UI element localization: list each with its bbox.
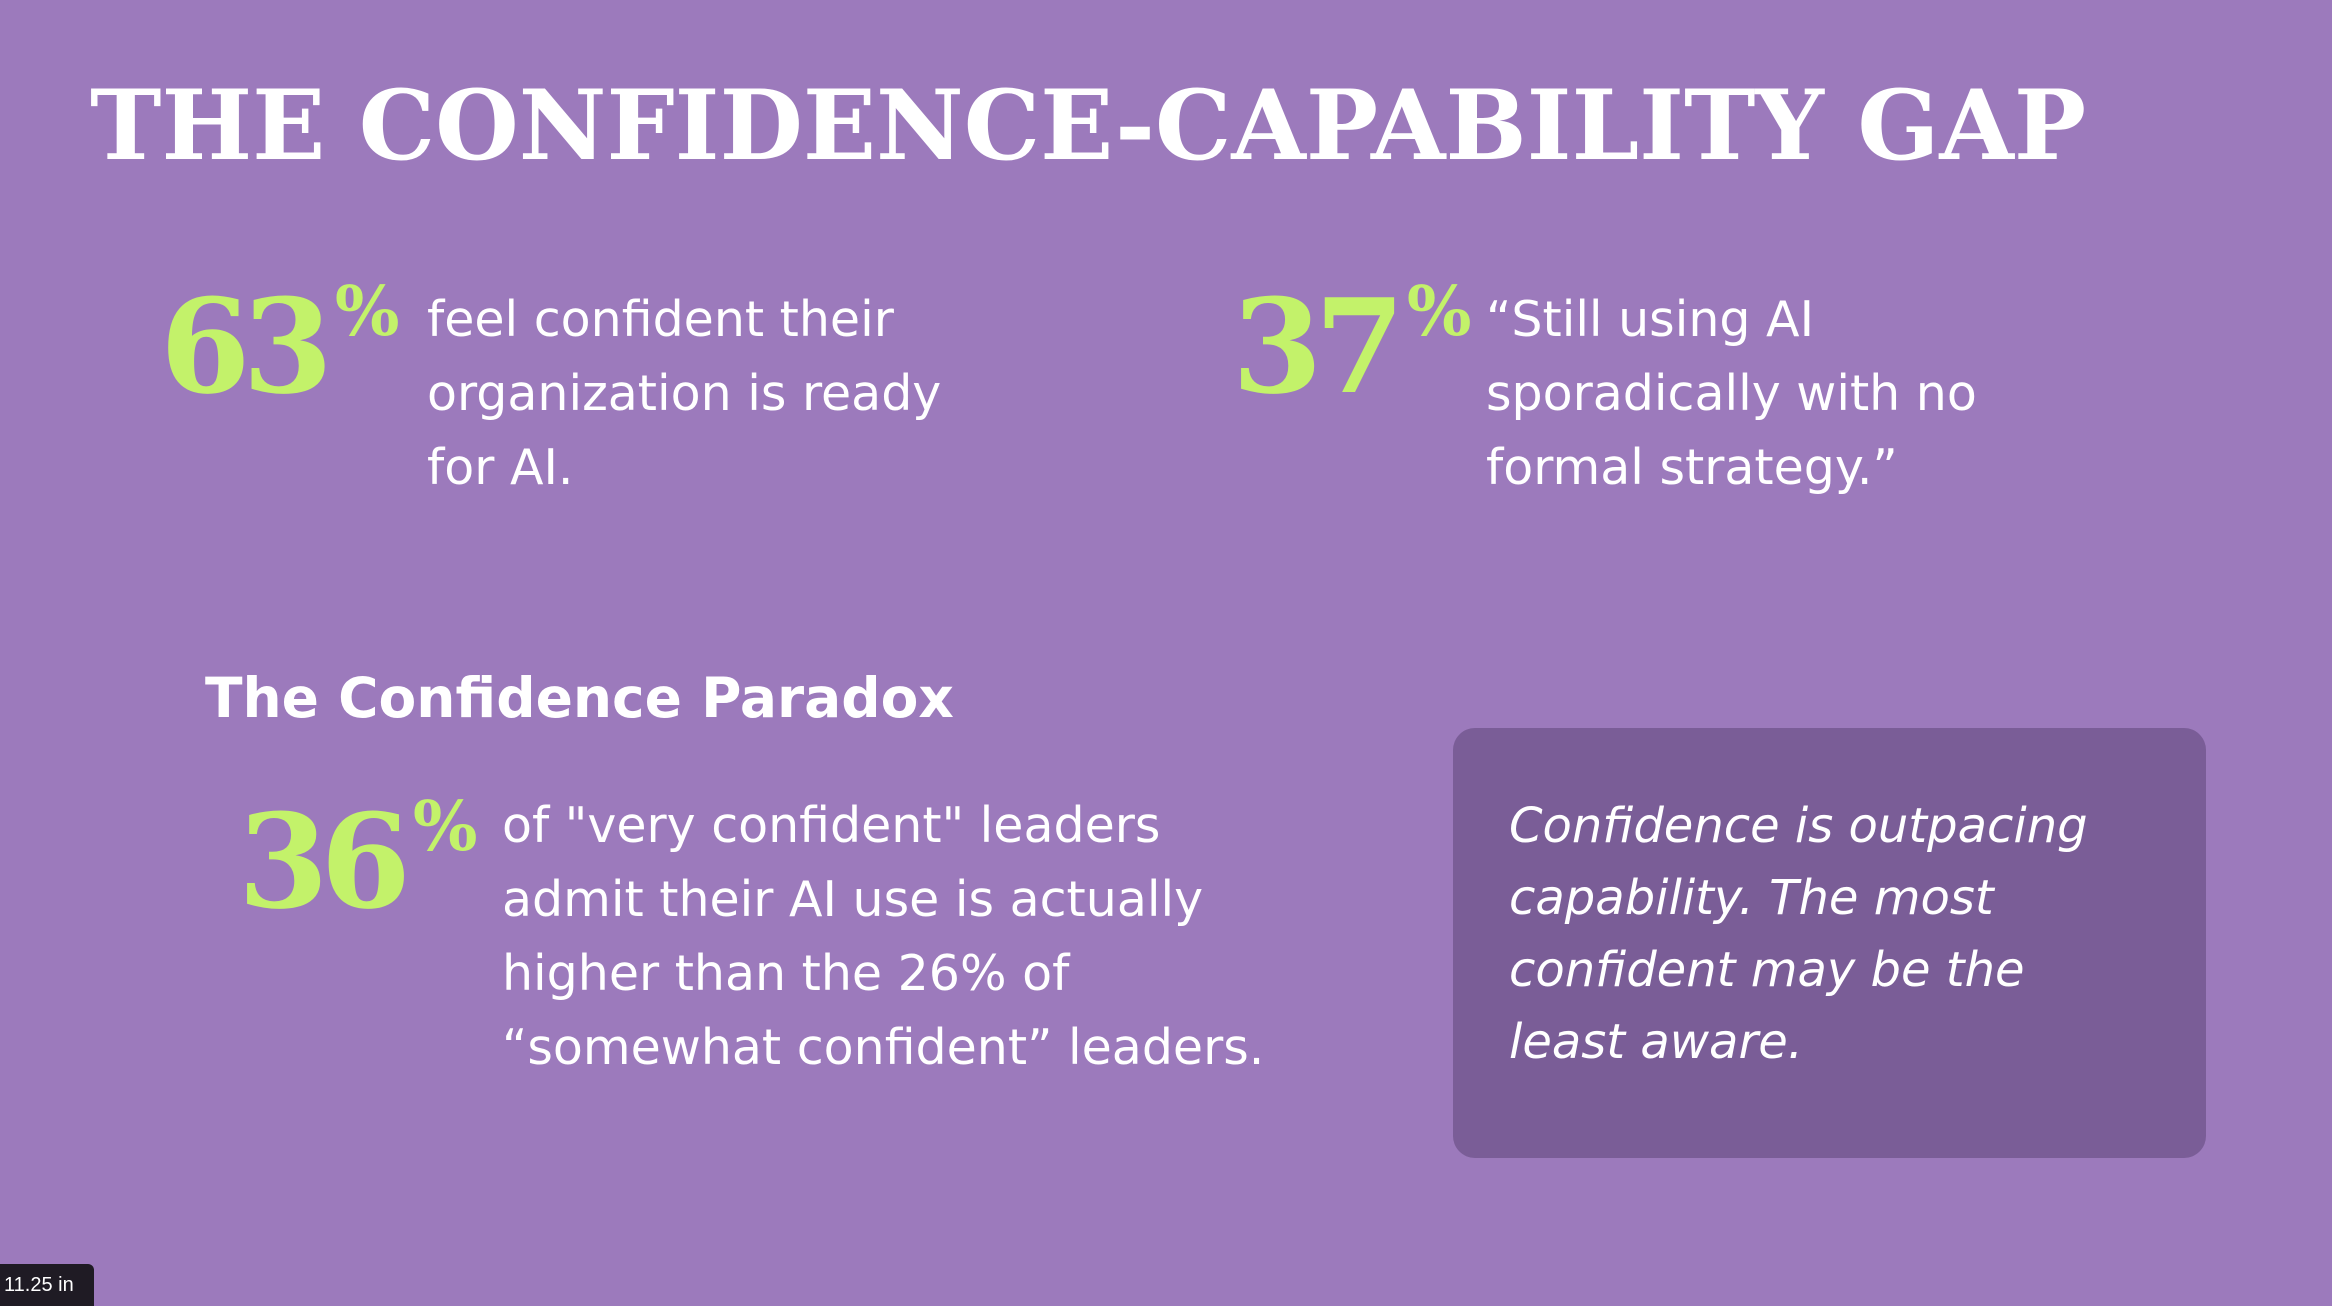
stat-line: formal strategy.”	[1486, 439, 1898, 496]
stat-line: feel confident their	[427, 291, 894, 348]
callout-box[interactable]: Confidence is outpacing capability. The …	[1453, 728, 2206, 1158]
stat-37-text[interactable]: “Still using AI sporadically with no for…	[1486, 283, 1977, 505]
stat-line: higher than the 26% of	[502, 945, 1070, 1002]
callout-text: Confidence is outpacing capability. The …	[1509, 790, 2088, 1078]
section-heading[interactable]: The Confidence Paradox	[205, 666, 954, 730]
callout-line: Confidence is outpacing	[1509, 798, 2088, 854]
stat-63-text[interactable]: feel confident their organization is rea…	[427, 283, 941, 505]
percent-sign: %	[334, 272, 400, 352]
percent-sign: %	[1406, 272, 1472, 352]
stat-number: 36	[238, 785, 411, 938]
stat-line: admit their AI use is actually	[502, 871, 1204, 928]
stat-36-number[interactable]: 36 %	[238, 785, 478, 938]
stat-line: organization is ready	[427, 365, 942, 422]
stat-number: 37	[1232, 270, 1405, 423]
stat-number: 63	[160, 270, 333, 423]
callout-line: confident may be the	[1509, 942, 2025, 998]
callout-line: least aware.	[1509, 1014, 1803, 1070]
callout-line: capability. The most	[1509, 870, 1994, 926]
stat-line: “Still using AI	[1486, 291, 1815, 348]
stat-36-text[interactable]: of "very confident" leaders admit their …	[502, 789, 1264, 1085]
slide-title[interactable]: THE CONFIDENCE-CAPABILITY GAP	[90, 69, 2087, 182]
page-size-badge: 11.25 in	[0, 1264, 94, 1306]
percent-sign: %	[412, 787, 478, 867]
stat-line: of "very confident" leaders	[502, 797, 1161, 854]
stat-line: sporadically with no	[1486, 365, 1977, 422]
stat-37-number[interactable]: 37 %	[1232, 270, 1472, 423]
stat-63-number[interactable]: 63 %	[160, 270, 400, 423]
stat-line: for AI.	[427, 439, 574, 496]
stat-line: “somewhat confident” leaders.	[502, 1019, 1265, 1076]
